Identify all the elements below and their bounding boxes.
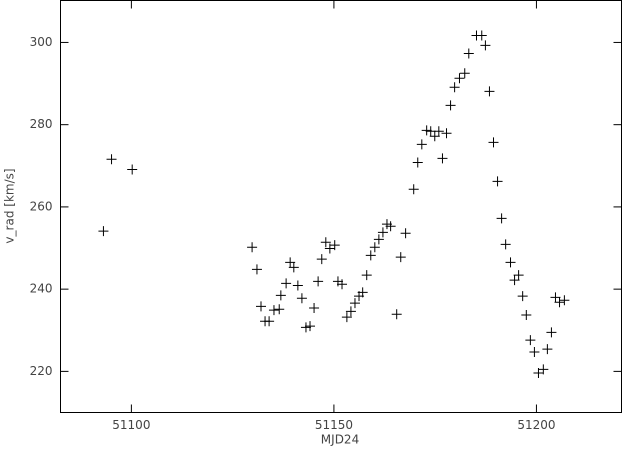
data-point [385, 221, 396, 232]
data-point [480, 40, 491, 51]
data-point [305, 321, 316, 332]
data-point [98, 226, 109, 237]
data-point [341, 312, 352, 323]
data-point [513, 270, 524, 281]
data-point [357, 287, 368, 298]
data-point [127, 164, 138, 175]
y-tick-label: 260 [30, 199, 53, 213]
data-point [412, 157, 423, 168]
plot-frame [60, 0, 622, 413]
data-point [459, 68, 470, 79]
data-point [505, 257, 516, 268]
data-point [268, 305, 279, 316]
data-point [264, 316, 275, 327]
data-point [377, 227, 388, 238]
x-tick-label: 51150 [315, 418, 353, 432]
data-point [488, 137, 499, 148]
data-point [546, 327, 557, 338]
data-point [492, 176, 503, 187]
data-point [281, 278, 292, 289]
data-point [517, 291, 528, 302]
data-point [445, 100, 456, 111]
data-point [316, 254, 327, 265]
data-point [484, 86, 495, 97]
data-point [441, 128, 452, 139]
y-tick-label: 240 [30, 282, 53, 296]
y-tick-label: 220 [30, 364, 53, 378]
data-point [476, 30, 487, 41]
data-point [274, 304, 285, 315]
data-point [369, 242, 380, 253]
data-point [247, 242, 258, 253]
data-point [288, 262, 299, 273]
y-tick-label: 280 [30, 117, 53, 131]
data-point [373, 234, 384, 245]
data-point [408, 184, 419, 195]
data-point [320, 237, 331, 248]
data-point [449, 82, 460, 93]
data-point [500, 239, 511, 250]
data-point [521, 310, 532, 321]
data-point [395, 252, 406, 263]
data-point [309, 303, 320, 314]
data-point [538, 364, 549, 375]
data-point [554, 297, 565, 308]
data-point [437, 153, 448, 164]
y-axis-label: v_rad [km/s] [3, 168, 17, 243]
data-point [529, 347, 540, 358]
data-point [400, 228, 411, 239]
data-point [391, 309, 402, 320]
data-point [313, 276, 324, 287]
data-point [525, 335, 536, 346]
data-point [349, 298, 360, 309]
data-point [463, 48, 474, 59]
data-point [365, 250, 376, 261]
y-tick-label: 300 [30, 35, 53, 49]
data-point [251, 264, 262, 275]
data-point [509, 275, 520, 286]
x-tick-label: 51100 [112, 418, 150, 432]
data-point [337, 279, 348, 290]
data-point [421, 125, 432, 136]
data-point [361, 270, 372, 281]
data-point [433, 126, 444, 137]
data-point [559, 295, 570, 306]
data-point [542, 344, 553, 355]
data-point [275, 290, 286, 301]
data-point [332, 276, 343, 287]
x-axis-label: MJD24 [321, 433, 359, 447]
data-point [296, 293, 307, 304]
data-point [300, 322, 311, 333]
data-point [345, 306, 356, 317]
data-point [454, 73, 465, 84]
data-point [550, 292, 561, 303]
data-point [106, 154, 117, 165]
data-point [496, 213, 507, 224]
data-point [256, 301, 267, 312]
data-point [292, 280, 303, 291]
data-point [429, 131, 440, 142]
data-point [329, 240, 340, 251]
data-point [416, 139, 427, 150]
x-tick-label: 51200 [517, 418, 555, 432]
